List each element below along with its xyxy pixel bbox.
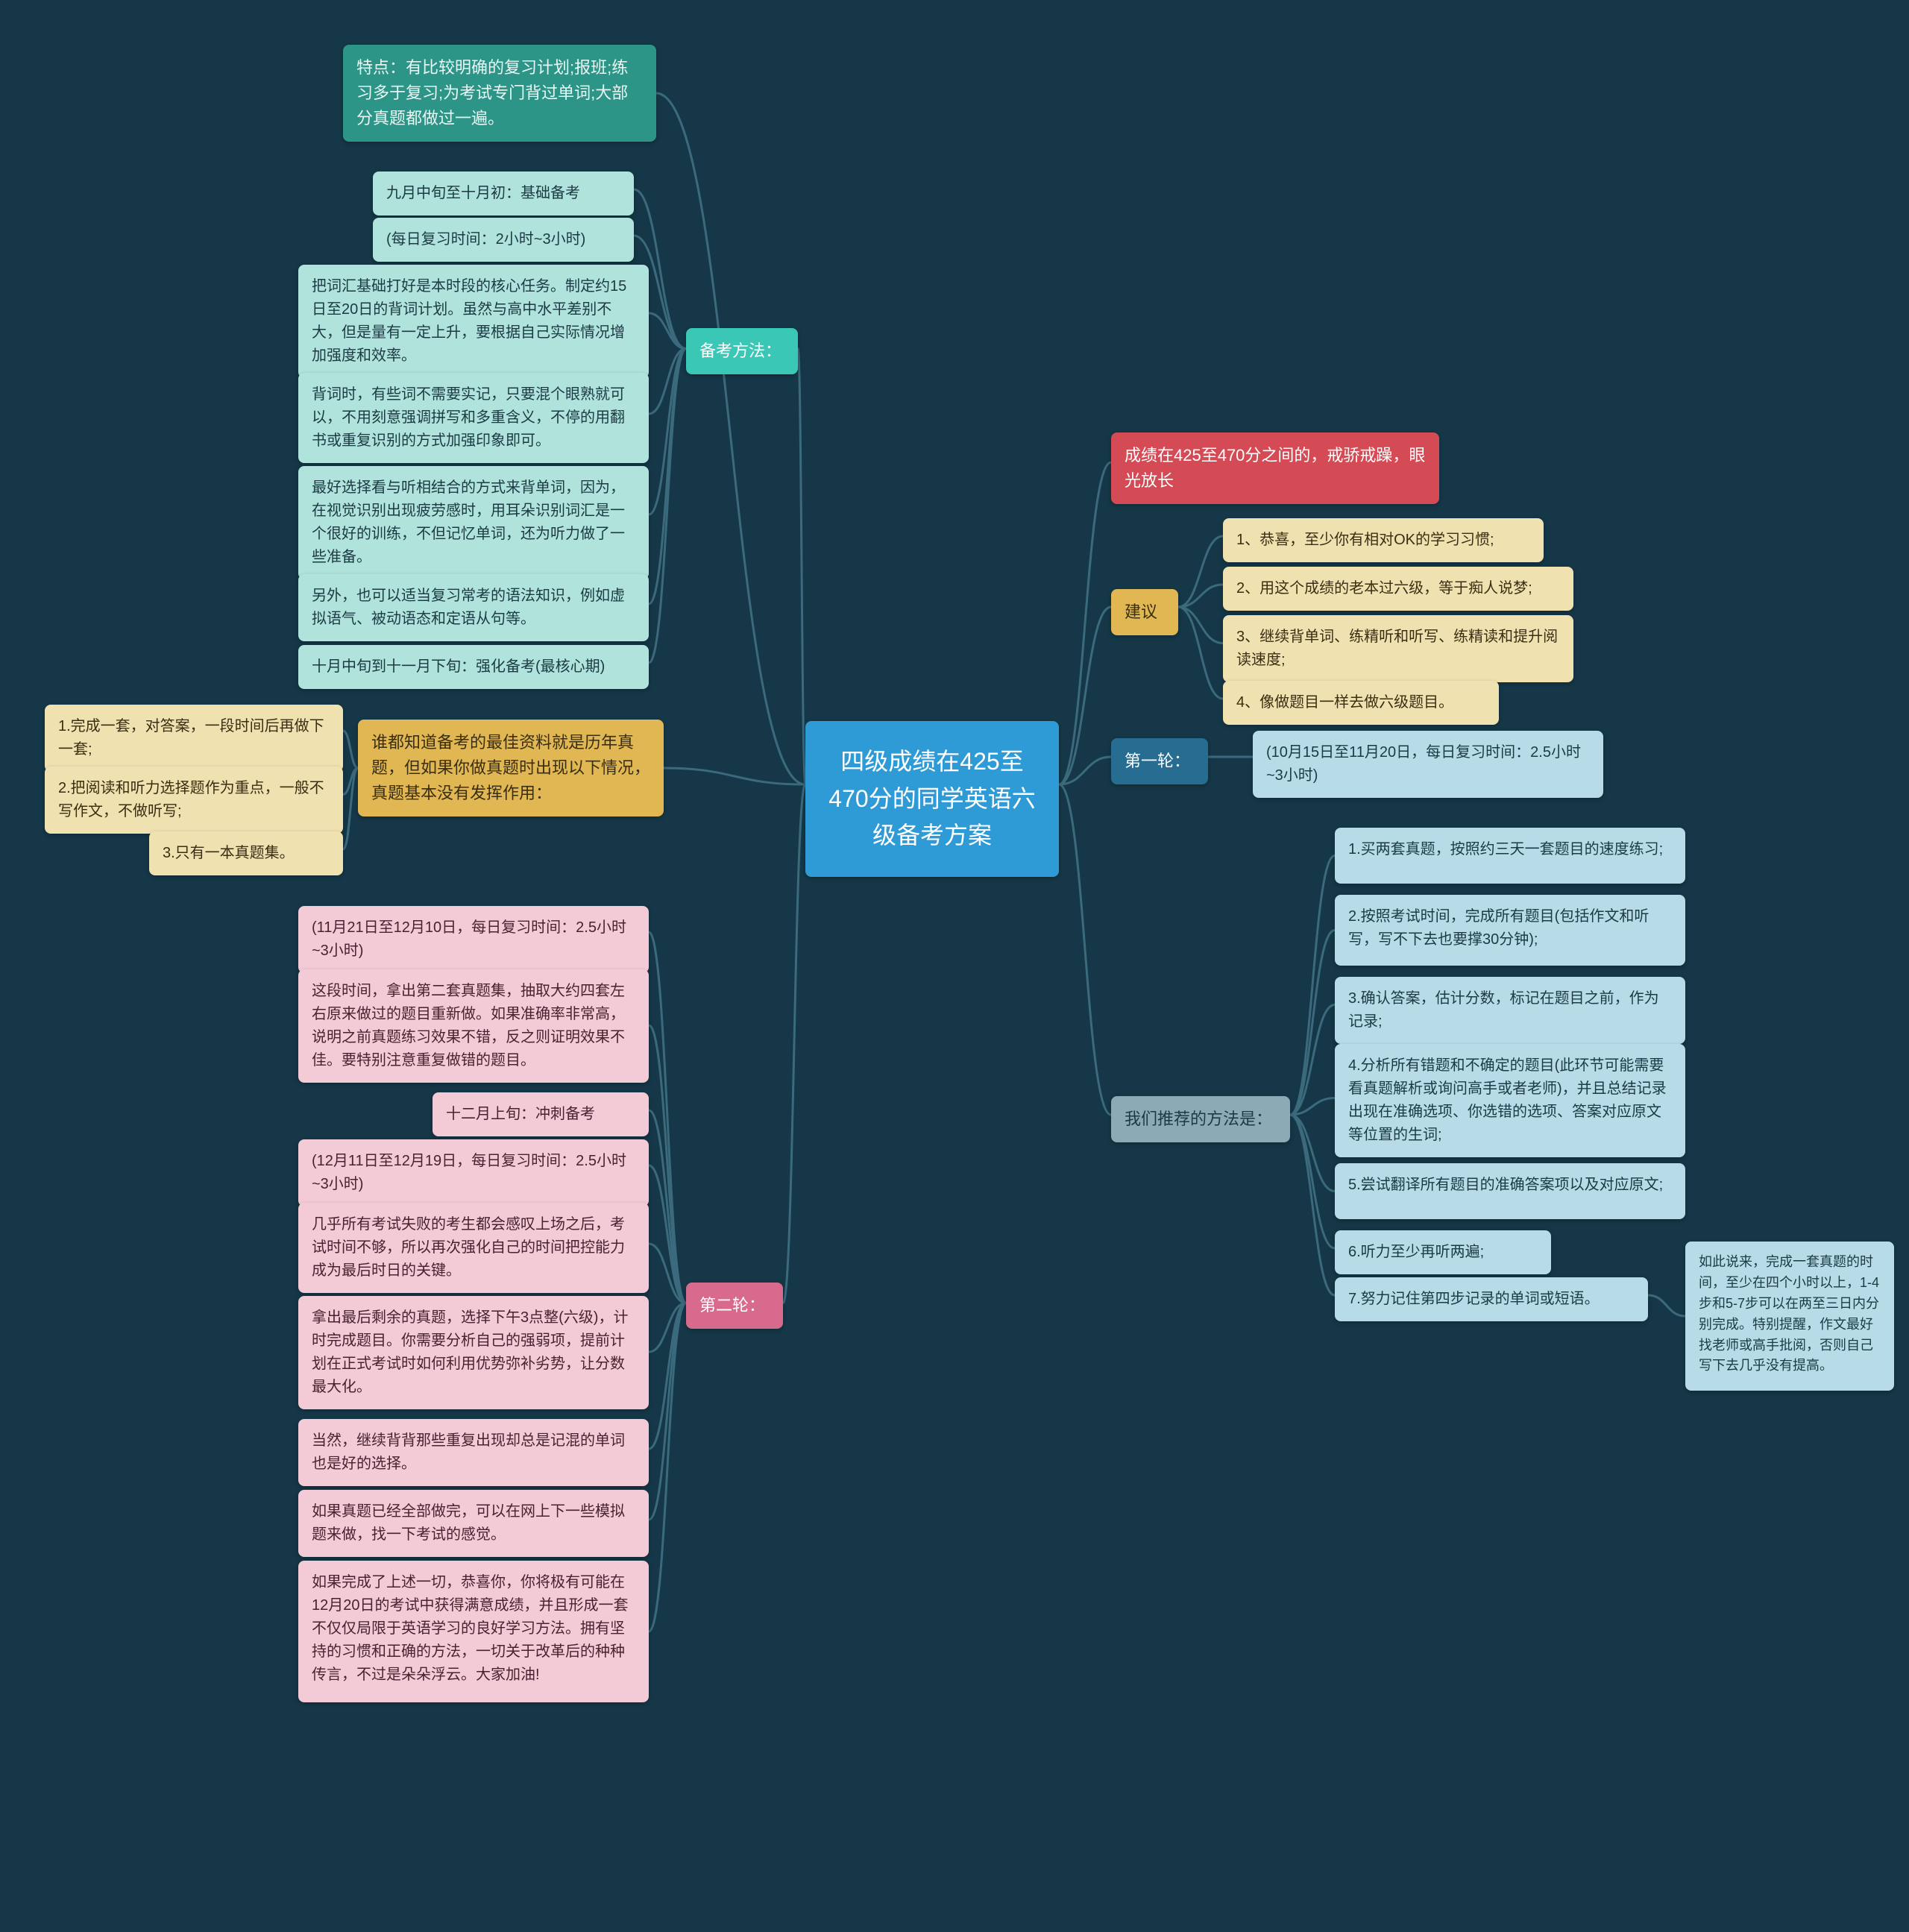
node-r2c: 十二月上旬：冲刺备考 [433, 1092, 649, 1136]
node-m3: 把词汇基础打好是本时段的核心任务。制定约15日至20日的背词计划。虽然与高中水平… [298, 265, 649, 378]
node-advice: 建议 [1111, 589, 1178, 635]
node-r2e: 几乎所有考试失败的考生都会感叹上场之后，考试时间不够，所以再次强化自己的时间把控… [298, 1203, 649, 1293]
node-r2b: 这段时间，拿出第二套真题集，抽取大约四套左右原来做过的题目重新做。如果准确率非常… [298, 969, 649, 1083]
node-r2g: 当然，继续背背那些重复出现却总是记混的单词也是好的选择。 [298, 1419, 649, 1486]
node-m1: 九月中旬至十月初：基础备考 [373, 172, 634, 215]
node-m4: 背词时，有些词不需要实记，只要混个眼熟就可以，不用刻意强调拼写和多重含义，不停的… [298, 373, 649, 463]
node-round1: 第一轮： [1111, 738, 1208, 784]
node-rc7: 7.努力记住第四步记录的单词或短语。 [1335, 1277, 1648, 1321]
node-rc5: 5.尝试翻译所有题目的准确答案项以及对应原文; [1335, 1163, 1685, 1219]
node-r2a: (11月21日至12月10日，每日复习时间：2.5小时~3小时) [298, 906, 649, 973]
node-rc2: 2.按照考试时间，完成所有题目(包括作文和听写，写不下去也要撑30分钟); [1335, 895, 1685, 966]
node-rc1: 1.买两套真题，按照约三天一套题目的速度练习; [1335, 828, 1685, 884]
center-topic: 四级成绩在425至470分的同学英语六级备考方案 [805, 721, 1059, 877]
node-m5: 最好选择看与听相结合的方式来背单词，因为，在视觉识别出现疲劳感时，用耳朵识别词汇… [298, 466, 649, 579]
node-a3: 3、继续背单词、练精听和听写、练精读和提升阅读速度; [1223, 615, 1573, 682]
node-known: 谁都知道备考的最佳资料就是历年真题，但如果你做真题时出现以下情况，真题基本没有发… [358, 720, 664, 816]
node-r2i: 如果完成了上述一切，恭喜你，你将极有可能在12月20日的考试中获得满意成绩，并且… [298, 1561, 649, 1702]
node-method: 备考方法： [686, 328, 798, 374]
node-rc7note: 如此说来，完成一套真题的时间，至少在四个小时以上，1-4步和5-7步可以在两至三… [1685, 1242, 1894, 1391]
node-trait: 特点：有比较明确的复习计划;报班;练习多于复习;为考试专门背过单词;大部分真题都… [343, 45, 656, 142]
node-a4: 4、像做题目一样去做六级题目。 [1223, 681, 1499, 725]
node-round2: 第二轮： [686, 1283, 783, 1329]
node-r2h: 如果真题已经全部做完，可以在网上下一些模拟题来做，找一下考试的感觉。 [298, 1490, 649, 1557]
node-recommend: 我们推荐的方法是： [1111, 1096, 1290, 1142]
node-m2: (每日复习时间：2小时~3小时) [373, 218, 634, 262]
node-rc6: 6.听力至少再听两遍; [1335, 1230, 1551, 1274]
node-r2d: (12月11日至12月19日，每日复习时间：2.5小时~3小时) [298, 1139, 649, 1206]
node-k1: 1.完成一套，对答案，一段时间后再做下一套; [45, 705, 343, 772]
node-k2: 2.把阅读和听力选择题作为重点，一般不写作文，不做听写; [45, 767, 343, 834]
node-rc3: 3.确认答案，估计分数，标记在题目之前，作为记录; [1335, 977, 1685, 1044]
node-rc4: 4.分析所有错题和不确定的题目(此环节可能需要看真题解析或询问高手或者老师)，并… [1335, 1044, 1685, 1157]
edges-layer [0, 0, 1909, 1932]
node-r1a: (10月15日至11月20日，每日复习时间：2.5小时~3小时) [1253, 731, 1603, 798]
mindmap-stage: { "canvas": { "width": 2560, "height": 2… [0, 0, 1909, 1932]
node-k3: 3.只有一本真题集。 [149, 831, 343, 875]
node-a1: 1、恭喜，至少你有相对OK的学习习惯; [1223, 518, 1544, 562]
node-r2f: 拿出最后剩余的真题，选择下午3点整(六级)，计时完成题目。你需要分析自己的强弱项… [298, 1296, 649, 1409]
node-m6: 另外，也可以适当复习常考的语法知识，例如虚拟语气、被动语态和定语从句等。 [298, 574, 649, 641]
node-warn: 成绩在425至470分之间的，戒骄戒躁，眼光放长 [1111, 432, 1439, 504]
node-m7: 十月中旬到十一月下旬：强化备考(最核心期) [298, 645, 649, 689]
node-a2: 2、用这个成绩的老本过六级，等于痴人说梦; [1223, 567, 1573, 611]
